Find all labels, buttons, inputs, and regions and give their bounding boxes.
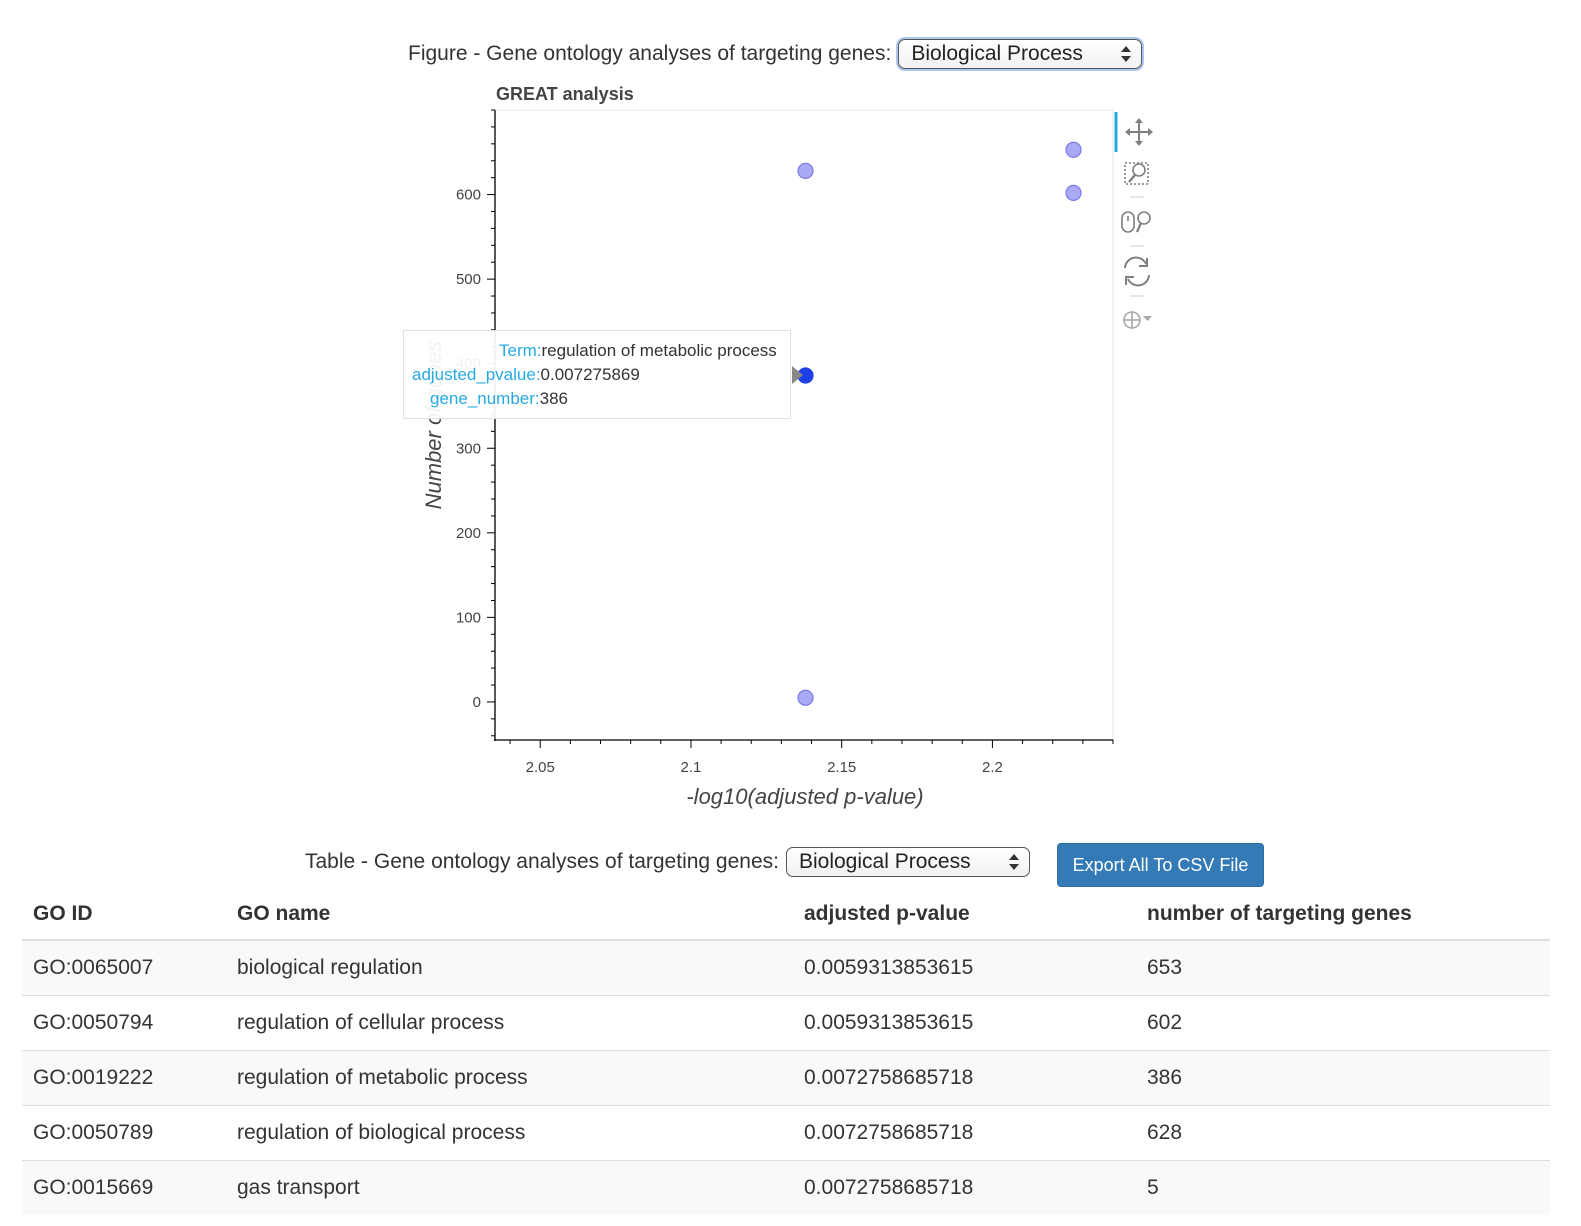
- tooltip-pvalue-key: adjusted_pvalue:: [412, 365, 541, 384]
- cell-gene-count: 386: [1136, 1051, 1550, 1106]
- data-points: [798, 142, 1081, 705]
- cell-go-name: regulation of cellular process: [226, 996, 793, 1051]
- table-row: GO:0019222 regulation of metabolic proce…: [22, 1051, 1550, 1106]
- table-row: GO:0015669 gas transport 0.0072758685718…: [22, 1161, 1550, 1216]
- tooltip-genes-key: gene_number:: [430, 389, 540, 408]
- table-ontology-select[interactable]: Biological Process: [786, 847, 1030, 877]
- cell-go-name: regulation of metabolic process: [226, 1051, 793, 1106]
- cell-adjusted-p-value: 0.0059313853615: [793, 940, 1136, 996]
- go-results-table: GO ID GO name adjusted p-value number of…: [22, 888, 1550, 1215]
- x-tick-label: 2.1: [681, 759, 702, 776]
- hover-icon[interactable]: [1124, 312, 1152, 328]
- table-row: GO:0050794 regulation of cellular proces…: [22, 996, 1550, 1051]
- y-tick-label: 0: [473, 694, 481, 711]
- tooltip-pvalue-row: adjusted_pvalue:0.007275869: [412, 363, 640, 387]
- table-header: Table - Gene ontology analyses of target…: [305, 845, 1030, 879]
- y-axis: 0100200300400500600: [456, 110, 495, 741]
- cell-adjusted-p-value: 0.0072758685718: [793, 1106, 1136, 1161]
- data-point: [798, 163, 813, 178]
- select-arrows-icon: [1008, 852, 1020, 872]
- table-row: GO:0050789 regulation of biological proc…: [22, 1106, 1550, 1161]
- cell-go-name: biological regulation: [226, 940, 793, 996]
- cell-go-name: regulation of biological process: [226, 1106, 793, 1161]
- column-header-go-id[interactable]: GO ID: [22, 888, 226, 940]
- box-zoom-icon[interactable]: [1125, 163, 1148, 184]
- cell-adjusted-p-value: 0.0072758685718: [793, 1051, 1136, 1106]
- column-header-adjusted-p-value[interactable]: adjusted p-value: [793, 888, 1136, 940]
- plot-frame: [495, 110, 1113, 740]
- cell-adjusted-p-value: 0.0059313853615: [793, 996, 1136, 1051]
- x-tick-label: 2.2: [982, 759, 1003, 776]
- chart-title: GREAT analysis: [496, 84, 634, 104]
- chart-toolbar: [1116, 112, 1153, 328]
- cell-go-id: GO:0015669: [22, 1161, 226, 1216]
- column-header-go-name[interactable]: GO name: [226, 888, 793, 940]
- y-tick-label: 300: [456, 440, 481, 457]
- tooltip-term-key: Term:: [499, 341, 542, 360]
- data-point: [1066, 185, 1081, 200]
- x-tick-label: 2.15: [827, 759, 856, 776]
- cell-gene-count: 628: [1136, 1106, 1550, 1161]
- cell-gene-count: 653: [1136, 940, 1550, 996]
- x-axis-label: -log10(adjusted p-value): [686, 784, 923, 809]
- tooltip-genes-value: 386: [540, 389, 568, 408]
- tooltip-genes-row: gene_number:386: [430, 387, 568, 411]
- wheel-zoom-icon[interactable]: [1122, 212, 1150, 232]
- y-tick-label: 500: [456, 271, 481, 288]
- data-point: [798, 690, 813, 705]
- cell-gene-count: 602: [1136, 996, 1550, 1051]
- cell-go-name: gas transport: [226, 1161, 793, 1216]
- export-csv-button[interactable]: Export All To CSV File: [1057, 843, 1264, 887]
- y-tick-label: 200: [456, 525, 481, 542]
- tooltip-term-value: regulation of metabolic process: [542, 341, 777, 360]
- tooltip-pointer-icon: [792, 366, 803, 384]
- table-heading: Table - Gene ontology analyses of target…: [305, 850, 779, 874]
- tooltip-pvalue-value: 0.007275869: [541, 365, 640, 384]
- column-header-number-of-genes[interactable]: number of targeting genes: [1136, 888, 1550, 940]
- cell-gene-count: 5: [1136, 1161, 1550, 1216]
- tooltip-term-row: Term:regulation of metabolic process: [499, 339, 777, 363]
- x-axis: 2.05 2.1 2.15 2.2: [494, 740, 1113, 776]
- hover-tooltip: Term:regulation of metabolic process adj…: [403, 330, 791, 419]
- table-ontology-select-value: Biological Process: [799, 850, 971, 873]
- reset-icon[interactable]: [1125, 258, 1149, 286]
- cell-go-id: GO:0019222: [22, 1051, 226, 1106]
- y-tick-label: 600: [456, 187, 481, 204]
- table-header-row: GO ID GO name adjusted p-value number of…: [22, 888, 1550, 940]
- cell-go-id: GO:0050789: [22, 1106, 226, 1161]
- pan-icon[interactable]: [1125, 118, 1153, 146]
- y-tick-label: 100: [456, 609, 481, 626]
- cell-adjusted-p-value: 0.0072758685718: [793, 1161, 1136, 1216]
- cell-go-id: GO:0050794: [22, 996, 226, 1051]
- table-row: GO:0065007 biological regulation 0.00593…: [22, 940, 1550, 996]
- x-tick-label: 2.05: [526, 759, 555, 776]
- cell-go-id: GO:0065007: [22, 940, 226, 996]
- data-point: [1066, 142, 1081, 157]
